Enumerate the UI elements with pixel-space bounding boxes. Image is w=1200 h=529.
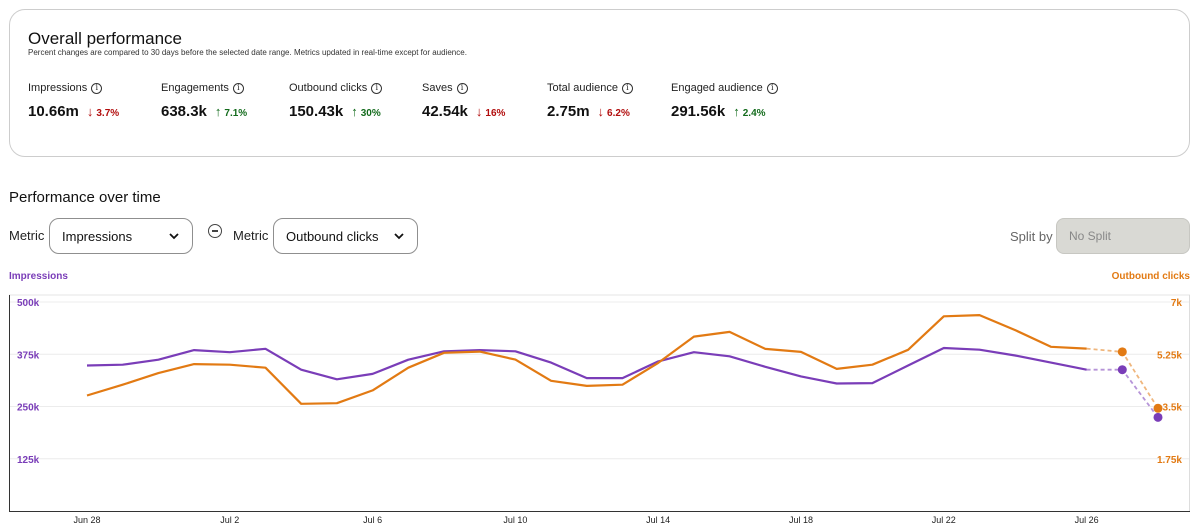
x-tick-label: Jul 10 [503,515,527,525]
chevron-down-icon [394,233,404,240]
metric-engaged-audience: Engaged audience i 291.56k ↑ 2.4% [671,81,778,120]
metric-outbound-clicks: Outbound clicks i 150.43k ↑ 30% [289,81,383,120]
info-icon[interactable]: i [766,82,778,94]
right-tick-label: 3.5k [1163,403,1183,414]
metric-engagements: Engagements i 638.3k ↑ 7.1% [161,81,247,120]
overall-performance-title: Overall performance [28,29,183,48]
x-tick-label: Jul 6 [363,515,382,525]
info-icon[interactable]: i [456,82,468,94]
metric1-label: Metric [9,228,45,243]
metric2-select[interactable]: Outbound clicks [273,218,418,254]
metric-value: 10.66m [28,103,79,120]
right-tick-label: 7k [1171,298,1183,309]
chevron-down-icon [169,233,179,240]
right-tick-label: 5.25k [1157,350,1182,361]
arrow-up-icon: ↑ [351,104,358,119]
projected-point [1117,365,1127,375]
left-axis-title: Impressions [9,271,68,282]
performance-over-time-title: Performance over time [9,189,161,206]
metric-change: ↓ 3.7% [86,104,120,119]
metric1-select[interactable]: Impressions [49,218,193,254]
metric-total-audience: Total audience i 2.75m ↓ 6.2% [547,81,633,120]
left-tick-label: 500k [17,298,40,309]
metric-label: Engaged audience [671,82,763,94]
info-icon[interactable]: i [232,82,244,94]
metric2-value: Outbound clicks [286,228,379,244]
x-tick-label: Jul 14 [646,515,670,525]
projected-point [1153,403,1163,413]
metric-label: Engagements [161,82,229,94]
metric-saves: Saves i 42.54k ↓ 16% [422,81,505,120]
info-icon[interactable]: i [91,82,103,94]
x-tick-label: Jul 26 [1075,515,1099,525]
remove-metric-icon[interactable] [208,224,222,238]
overall-performance-subtitle: Percent changes are compared to 30 days … [28,48,467,57]
projected-line-outbound-clicks [1086,347,1159,409]
split-by-label: Split by [1010,229,1053,244]
metric2-label: Metric [233,228,269,243]
x-tick-label: Jul 2 [220,515,239,525]
series-line-impressions [86,346,1087,385]
x-tick-label: Jun 28 [73,515,100,525]
performance-chart: 500k 375k 250k 125k 7k 5.25k 3.5k 1.75k Jun 28 Ju… [9,294,1190,525]
metric-value: 2.75m [547,103,590,120]
left-tick-label: 125k [17,455,40,466]
split-by-value: No Split [1069,229,1112,243]
overall-performance-card: Overall performance Percent changes are … [9,9,1190,157]
arrow-up-icon: ↑ [214,104,222,119]
metric-change: ↓ 6.2% [597,104,630,119]
x-tick-label: Jul 18 [789,515,813,525]
right-axis-title: Outbound clicks [1111,271,1190,282]
arrow-down-icon: ↓ [86,104,94,119]
x-tick-label: Jul 22 [932,515,956,525]
metric-change: ↑ 7.1% [214,104,248,119]
info-icon[interactable]: i [371,82,383,94]
info-icon[interactable]: i [621,82,633,94]
metric-label: Total audience [547,82,618,94]
projected-point [1117,347,1127,357]
metric-value: 42.54k [422,103,468,120]
metric1-value: Impressions [62,228,133,244]
projected-point [1153,412,1163,422]
metric-change: ↑ 30% [351,104,381,119]
metric-change: ↓ 16% [475,104,506,119]
metric-label: Outbound clicks [289,82,368,94]
right-tick-label: 1.75k [1157,455,1182,466]
arrow-down-icon: ↓ [475,104,483,119]
metric-value: 291.56k [671,103,726,120]
metric-label: Saves [422,82,453,94]
arrow-down-icon: ↓ [597,104,605,119]
left-tick-label: 250k [17,403,40,414]
metric-value: 638.3k [161,103,207,120]
metric-impressions: Impressions i 10.66m ↓ 3.7% [28,81,119,120]
arrow-up-icon: ↑ [733,104,740,119]
metric-change: ↑ 2.4% [733,104,766,119]
series-line-outbound-clicks [86,314,1087,405]
metric-label: Impressions [28,82,88,94]
metric-value: 150.43k [289,103,344,120]
projected-line-impressions [1086,368,1159,418]
left-tick-label: 375k [17,350,40,361]
split-by-select[interactable]: No Split [1056,218,1190,254]
